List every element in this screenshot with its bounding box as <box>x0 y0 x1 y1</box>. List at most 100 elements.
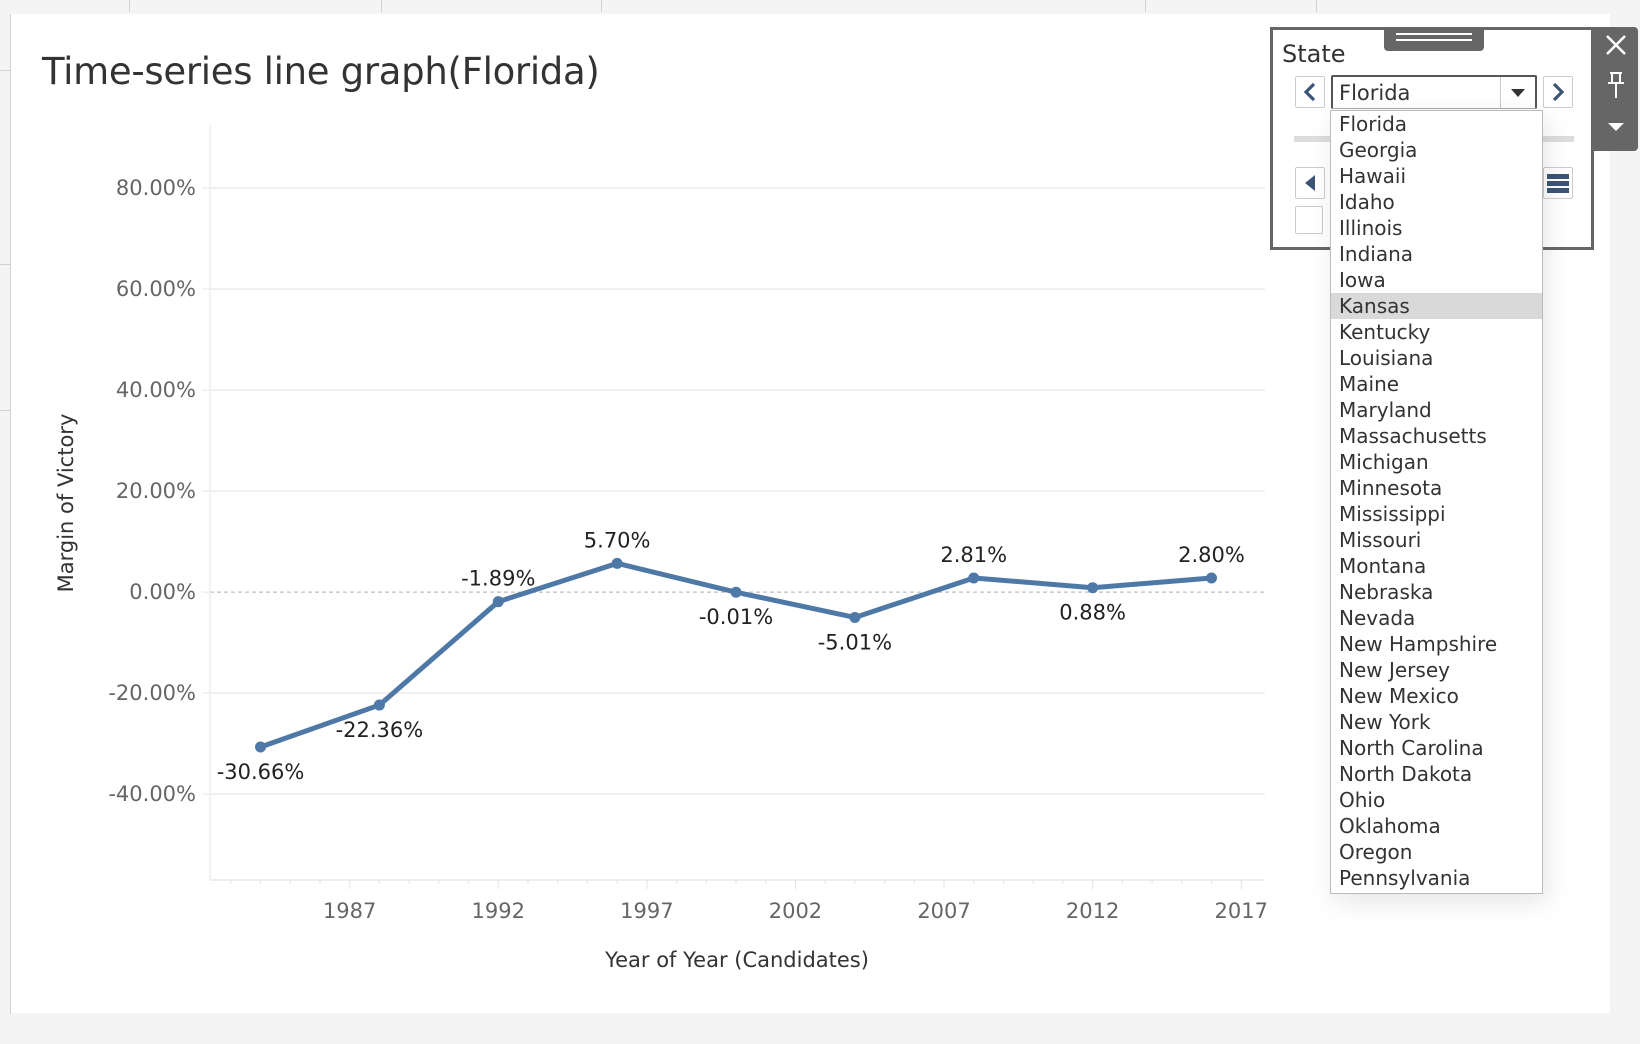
play-back-button[interactable] <box>1295 167 1325 199</box>
top-toolbar-strip <box>0 0 1640 14</box>
data-point <box>255 741 267 753</box>
x-tick-label: 2002 <box>769 899 822 923</box>
x-tick-label: 2007 <box>917 899 970 923</box>
data-point <box>849 611 861 623</box>
select-caret-button[interactable] <box>1500 77 1535 108</box>
dropdown-option[interactable]: Idaho <box>1339 190 1395 214</box>
dropdown-option[interactable]: Ohio <box>1339 788 1386 812</box>
data-label: 5.70% <box>584 528 651 552</box>
divider <box>1316 0 1317 12</box>
dropdown-option[interactable]: New Jersey <box>1339 658 1450 682</box>
dropdown-option[interactable]: Florida <box>1339 112 1408 136</box>
data-point <box>1206 572 1218 584</box>
caret-down-icon <box>1511 88 1525 97</box>
dropdown-option[interactable]: Massachusetts <box>1339 424 1487 448</box>
dropdown-option[interactable]: Mississippi <box>1339 502 1446 526</box>
dropdown-option[interactable]: Nebraska <box>1339 580 1434 604</box>
previous-value-button[interactable] <box>1295 76 1325 108</box>
pin-button[interactable] <box>1594 67 1638 103</box>
dropdown-option[interactable]: New Mexico <box>1339 684 1459 708</box>
data-label: 2.81% <box>940 543 1007 567</box>
axes <box>209 125 1265 881</box>
dropdown-option[interactable]: Iowa <box>1339 268 1386 292</box>
play-back-icon <box>1305 175 1315 191</box>
data-point <box>611 557 623 569</box>
drag-handle-icon[interactable] <box>1384 27 1484 51</box>
y-tick-label: 80.00% <box>116 176 196 200</box>
data-label: -0.01% <box>699 605 773 629</box>
menu-caret-icon <box>1608 123 1624 131</box>
gridlines <box>210 187 1265 795</box>
x-tick-label: 2012 <box>1066 899 1119 923</box>
y-tick-label: 0.00% <box>129 580 196 604</box>
dropdown-option[interactable]: Georgia <box>1339 138 1418 162</box>
data-point <box>730 586 742 598</box>
data-point <box>373 699 385 711</box>
x-axis-title: Year of Year (Candidates) <box>604 948 869 972</box>
filter-title: State <box>1282 40 1346 68</box>
y-tick-label: -40.00% <box>108 782 196 806</box>
x-tick-label: 2017 <box>1214 899 1267 923</box>
divider <box>601 0 602 12</box>
data-points <box>255 557 1218 753</box>
state-select-value: Florida <box>1339 81 1411 105</box>
y-axis-ticks: 80.00% 60.00% 40.00% 20.00% 0.00% -20.00% -40.… <box>108 176 210 806</box>
dropdown-option[interactable]: Hawaii <box>1339 164 1407 188</box>
data-label: -5.01% <box>818 630 892 654</box>
drag-line <box>1396 39 1472 41</box>
dropdown-option[interactable]: Michigan <box>1339 450 1429 474</box>
dropdown-option[interactable]: Illinois <box>1339 216 1403 240</box>
next-value-button[interactable] <box>1543 76 1573 108</box>
y-tick-label: 60.00% <box>116 277 196 301</box>
dropdown-option[interactable]: New Hampshire <box>1339 632 1498 656</box>
y-tick-label: 20.00% <box>116 479 196 503</box>
data-point <box>968 572 980 584</box>
dropdown-option[interactable]: North Carolina <box>1339 736 1484 760</box>
state-dropdown-list[interactable]: Florida Georgia Hawaii Idaho Illinois Indiana… <box>1330 110 1543 894</box>
y-tick-label: -20.00% <box>108 681 196 705</box>
data-label: -22.36% <box>336 718 424 742</box>
divider <box>0 410 10 411</box>
dropdown-option[interactable]: Kentucky <box>1339 320 1431 344</box>
x-tick-label: 1987 <box>323 899 376 923</box>
divider <box>0 264 10 265</box>
list-view-button[interactable] <box>1543 167 1573 199</box>
y-tick-label: 40.00% <box>116 378 196 402</box>
dropdown-option[interactable]: Oregon <box>1339 840 1413 864</box>
divider <box>129 0 130 12</box>
divider <box>381 0 382 12</box>
list-icon <box>1547 174 1569 193</box>
dropdown-option[interactable]: Louisiana <box>1339 346 1434 370</box>
close-icon <box>1606 35 1626 55</box>
x-tick-label: 1997 <box>620 899 673 923</box>
data-label: 2.80% <box>1178 543 1245 567</box>
x-axis-ticks: 1987 1992 1997 2002 2007 2012 2017 <box>230 880 1268 923</box>
dropdown-option[interactable]: Pennsylvania <box>1339 866 1471 890</box>
chevron-left-icon <box>1303 82 1316 102</box>
dropdown-option[interactable]: Kansas <box>1331 293 1542 319</box>
divider <box>1145 0 1146 12</box>
data-point <box>1087 582 1099 594</box>
dropdown-option[interactable]: New York <box>1339 710 1431 734</box>
dropdown-option[interactable]: Minnesota <box>1339 476 1443 500</box>
chevron-right-icon <box>1552 82 1565 102</box>
data-label: -30.66% <box>217 760 305 784</box>
state-select[interactable]: Florida <box>1331 75 1537 109</box>
close-button[interactable] <box>1594 27 1638 63</box>
menu-button[interactable] <box>1594 109 1638 145</box>
data-labels: -30.66% -22.36% -1.89% 5.70% -0.01% -5.01% 2.8… <box>217 528 1245 784</box>
dropdown-option[interactable]: North Dakota <box>1339 762 1473 786</box>
dropdown-option[interactable]: Maine <box>1339 372 1400 396</box>
y-axis-title: Margin of Victory <box>54 414 78 593</box>
dropdown-option[interactable]: Indiana <box>1339 242 1414 266</box>
data-point <box>492 596 504 608</box>
dropdown-option[interactable]: Missouri <box>1339 528 1422 552</box>
page-title: Time-series line graph(Florida) <box>42 50 600 93</box>
dropdown-option[interactable]: Oklahoma <box>1339 814 1441 838</box>
data-label: -1.89% <box>461 567 535 591</box>
dropdown-option[interactable]: Montana <box>1339 554 1427 578</box>
dropdown-option[interactable]: Maryland <box>1339 398 1432 422</box>
dropdown-option[interactable]: Nevada <box>1339 606 1416 630</box>
checkbox[interactable] <box>1295 206 1323 234</box>
